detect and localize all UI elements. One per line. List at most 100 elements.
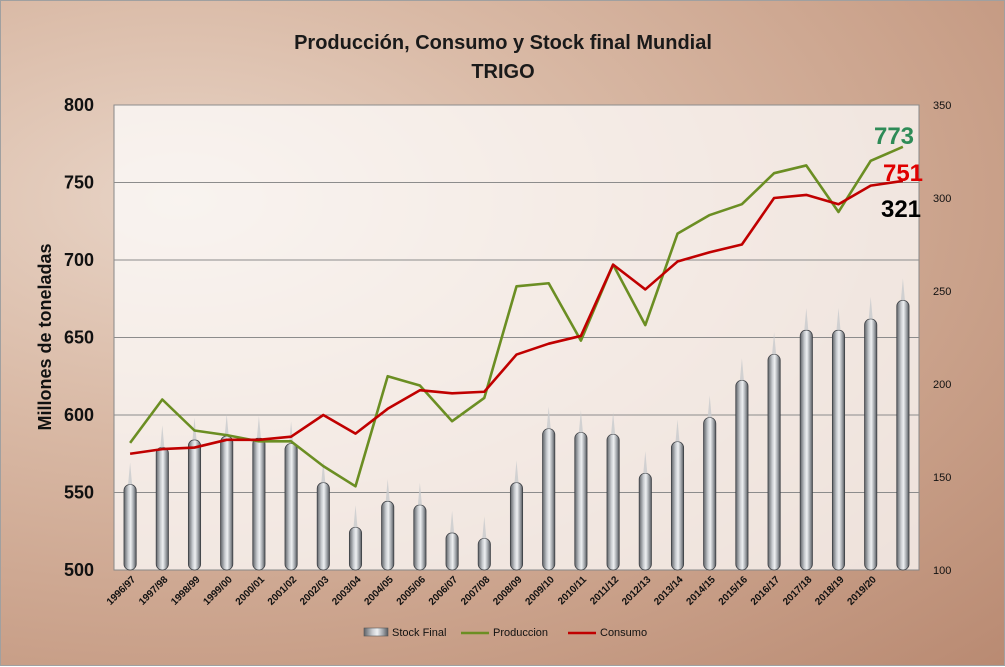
y2-tick-label: 100 [933,565,951,577]
stock-bar [477,537,491,571]
stock-bar-spire [643,451,648,474]
x-tick-label: 2003/04 [330,574,364,608]
stock-bar-spire [160,425,165,448]
x-tick-label: 2008/09 [491,574,525,608]
x-tick-label: 2012/13 [620,574,654,608]
stock-bar [316,482,330,571]
stock-bar-spire [128,462,133,485]
stock-bar [638,472,652,571]
x-tick-label: 2001/02 [266,574,300,608]
chart-subtitle: TRIGO [471,61,534,83]
stock-bar [799,329,813,571]
x-tick-label: 2016/17 [749,574,783,608]
y-tick-label: 750 [64,173,94,193]
stock-bar [187,439,202,571]
x-tick-label: 2002/03 [298,574,332,608]
stock-bar-spire [772,332,777,355]
stock-bar-spire [611,412,616,435]
stock-bar [284,443,298,571]
stock-bar [252,437,266,571]
legend: Stock Final Produccion Consumo [363,627,647,639]
x-tick-label: 2014/15 [684,574,718,608]
x-tick-label: 2005/06 [395,574,429,608]
stock-bar-spire [417,482,422,505]
x-tick-label: 1999/00 [201,574,235,608]
x-tick-label: 2006/07 [427,574,461,608]
stock-bar [864,318,878,571]
stock-bar [445,532,459,571]
line-consumo [129,179,904,456]
stock-bar-spire [450,510,455,533]
x-tick-label: 2017/18 [781,574,815,608]
x-tick-label: 2011/12 [588,574,621,607]
annotation-produccion: 773 [874,123,914,150]
y-tick-label: 500 [64,560,94,580]
legend-label: Consumo [600,627,647,639]
stock-bar-spire [482,516,487,539]
stock-bar-spire [578,410,583,433]
annotation-consumo: 751 [883,160,923,187]
y2-tick-label: 250 [933,286,951,298]
stock-bar [542,428,556,571]
stock-bar [703,417,717,571]
annotation-stock-final: 321 [881,196,921,223]
x-tick-label: 1996/97 [105,574,139,608]
stock-bar [735,379,749,571]
stock-bar-spire [836,308,841,331]
x-tick-label: 1998/99 [169,574,203,608]
series-lines [129,145,904,488]
stock-bar-spire [804,308,809,331]
stock-bar [381,500,395,571]
chart-title: Producción, Consumo y Stock final Mundia… [294,32,712,54]
stock-bar-spire [256,415,261,438]
legend-item-consumo: Consumo [568,627,647,639]
stock-bar-spire [385,479,390,502]
y-axis-right: 100 150 200 250 300 350 [933,100,951,577]
legend-item-produccion: Produccion [461,627,548,639]
x-tick-label: 2019/20 [845,574,879,608]
legend-label: Produccion [493,627,548,639]
stock-bar-spire [675,419,680,442]
x-tick-label: 2010/11 [556,574,589,607]
stock-bar-spire [900,278,905,301]
x-tick-label: 2000/01 [234,574,268,608]
stock-bar [896,299,910,571]
stock-bar [831,329,846,571]
gridlines [114,104,919,493]
y-tick-label: 650 [64,328,94,348]
stock-bars [123,278,910,571]
line-produccion [129,145,904,488]
y-axis-left: 500 550 600 650 700 750 800 [64,95,94,580]
x-tick-label: 1997/98 [137,574,171,608]
stock-bar [670,441,685,571]
stock-bar [413,504,427,571]
stock-bar [155,446,169,571]
y-tick-label: 550 [64,483,94,503]
y-tick-label: 800 [64,95,94,115]
stock-bar-spire [707,395,712,418]
x-axis: 1996/971997/981998/991999/002000/012001/… [105,574,879,608]
legend-swatch-stock [363,627,389,637]
stock-bar-spire [514,460,519,483]
annotations: 773 751 321 [874,123,923,223]
stock-bar [220,435,234,571]
x-tick-label: 2013/14 [652,574,686,608]
stock-bar-spire [224,414,229,437]
x-tick-label: 2004/05 [362,574,396,608]
x-tick-label: 2018/19 [813,574,847,608]
x-tick-label: 2009/10 [523,574,557,608]
x-tick-label: 2015/16 [717,574,751,608]
y2-tick-label: 150 [933,472,951,484]
x-tick-label: 2007/08 [459,574,493,608]
stock-bar [767,353,781,571]
stock-bar [574,431,588,571]
legend-label: Stock Final [392,627,446,639]
stock-bar [123,484,137,571]
y-axis-label: Millones de toneladas [35,243,55,430]
legend-item-stock: Stock Final [363,627,446,639]
y2-tick-label: 200 [933,379,951,391]
stock-bar-spire [868,296,873,319]
stock-bar-spire [739,358,744,381]
stock-bar [348,526,363,571]
